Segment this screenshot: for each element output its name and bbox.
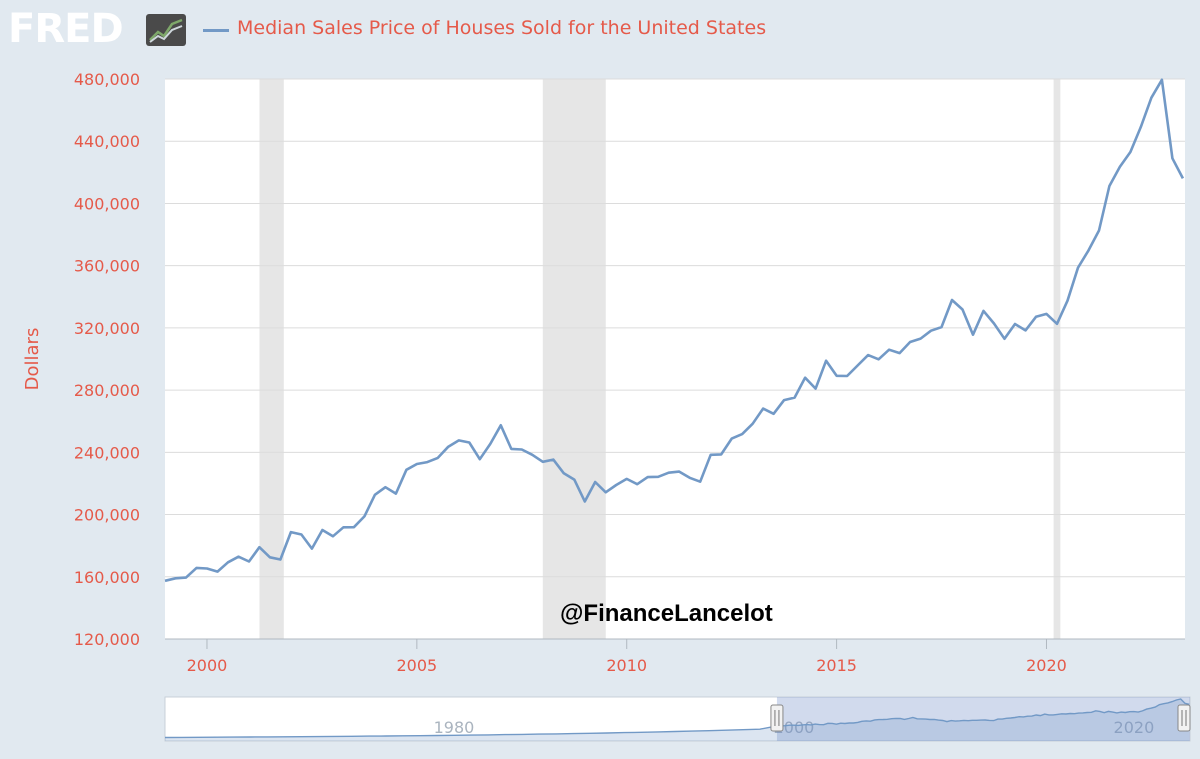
navigator[interactable]: 1980 2000 2020 [164, 696, 1191, 742]
y-tick-label: 120,000 [74, 630, 140, 649]
navigator-series-area [165, 699, 1190, 741]
navigator-handle-icon[interactable] [1177, 704, 1191, 732]
navigator-tick-label: 2000 [774, 718, 815, 737]
recession-band-1 [542, 79, 606, 639]
x-tick-label: 2020 [1026, 656, 1067, 675]
fred-logo[interactable]: FRED [8, 6, 124, 52]
navigator-handle-icon[interactable] [770, 704, 784, 732]
navigator-selection[interactable] [776, 697, 1190, 741]
navigator-track[interactable] [164, 696, 1191, 742]
y-axis-ticks: 120,000 160,000 200,000 240,000 280,000 320,0… [74, 70, 140, 649]
navigator-tick-label: 2020 [1114, 718, 1155, 737]
watermark-text: @FinanceLancelot [560, 600, 773, 627]
x-tick-label: 2015 [816, 656, 857, 675]
chart-header: FRED Median Sales Price of Houses Sold f… [0, 0, 1200, 60]
y-tick-label: 160,000 [74, 568, 140, 587]
grid-lines [165, 78, 1185, 640]
series-layer[interactable] [164, 78, 1185, 583]
y-tick-label: 400,000 [74, 194, 140, 213]
recession-band-2 [1053, 79, 1061, 639]
y-tick-label: 440,000 [74, 132, 140, 151]
series-line-0[interactable] [164, 78, 1185, 583]
x-axis-ticks: 2000 2005 2010 2015 2020 [165, 638, 1185, 675]
chart-title[interactable]: Median Sales Price of Houses Sold for th… [237, 17, 767, 39]
x-tick-label: 2005 [396, 656, 437, 675]
recession-shading [259, 79, 1061, 639]
x-tick-label: 2000 [187, 656, 228, 675]
x-tick-label: 2010 [606, 656, 647, 675]
navigator-tick-label: 1980 [434, 718, 475, 737]
fred-graph-icon [146, 14, 186, 46]
legend-series-swatch[interactable] [203, 29, 229, 32]
y-tick-label: 360,000 [74, 257, 140, 276]
y-tick-label: 200,000 [74, 506, 140, 525]
y-tick-label: 280,000 [74, 381, 140, 400]
y-tick-label: 240,000 [74, 443, 140, 462]
navigator-series-line [164, 698, 1190, 739]
recession-band-0 [259, 79, 284, 639]
y-tick-label: 480,000 [74, 70, 140, 89]
plot-area [165, 79, 1185, 639]
y-axis-label: Dollars [22, 328, 43, 391]
y-tick-label: 320,000 [74, 319, 140, 338]
